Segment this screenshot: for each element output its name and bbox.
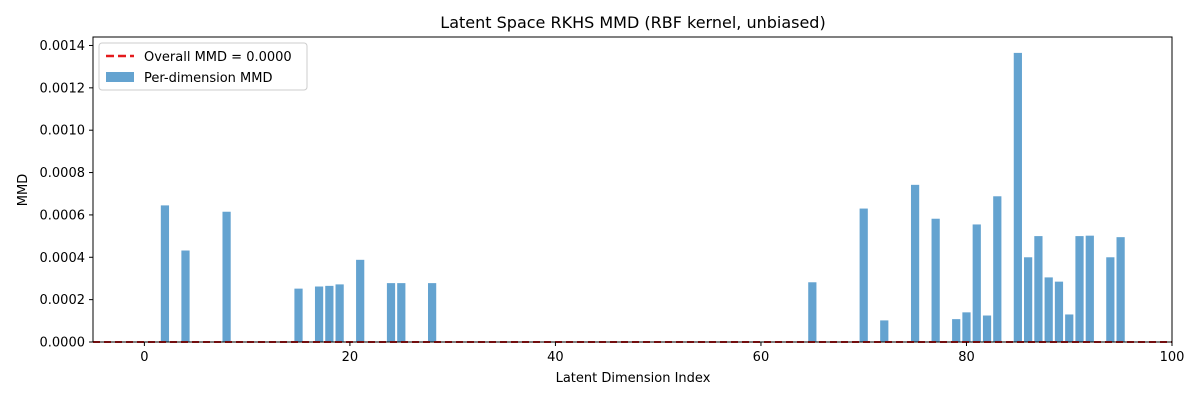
bar-dim-80 bbox=[962, 312, 971, 342]
bar-dim-77 bbox=[931, 218, 940, 342]
y-tick-label: 0.0008 bbox=[40, 166, 86, 181]
bar-dim-79 bbox=[952, 319, 961, 343]
bar-dim-65 bbox=[808, 282, 817, 342]
y-tick-label: 0.0006 bbox=[40, 208, 86, 223]
x-tick-label: 40 bbox=[547, 350, 564, 365]
bar-dim-87 bbox=[1034, 236, 1043, 342]
y-tick-label: 0.0014 bbox=[40, 39, 86, 54]
x-tick-label: 60 bbox=[753, 350, 770, 365]
bar-dim-4 bbox=[181, 250, 190, 342]
bar-dim-21 bbox=[356, 259, 365, 342]
x-tick-label: 0 bbox=[140, 350, 148, 365]
legend-frame bbox=[98, 42, 308, 91]
bar-dim-88 bbox=[1044, 277, 1053, 342]
bar-dim-19 bbox=[335, 284, 344, 342]
bar-dim-81 bbox=[972, 224, 981, 342]
y-tick-label: 0.0012 bbox=[40, 81, 86, 96]
chart-title: Latent Space RKHS MMD (RBF kernel, unbia… bbox=[440, 13, 825, 32]
bar-dim-89 bbox=[1054, 281, 1064, 342]
x-tick-label: 80 bbox=[958, 350, 975, 365]
y-tick-label: 0.0010 bbox=[40, 124, 86, 139]
legend-swatch-per-dimension-mmd bbox=[106, 72, 134, 82]
bar-dim-18 bbox=[325, 285, 334, 342]
x-axis-label: Latent Dimension Index bbox=[556, 371, 711, 386]
bar-dim-75 bbox=[910, 184, 920, 342]
bar-dim-24 bbox=[386, 283, 396, 342]
bar-dim-90 bbox=[1065, 314, 1074, 342]
legend-label-overall-mmd: Overall MMD = 0.0000 bbox=[144, 50, 292, 65]
x-tick-label: 100 bbox=[1160, 350, 1185, 365]
x-tick-label: 20 bbox=[342, 350, 359, 365]
bar-dim-85 bbox=[1013, 52, 1022, 342]
y-tick-label: 0.0004 bbox=[40, 251, 86, 266]
bar-dim-70 bbox=[859, 208, 868, 342]
bar-dim-25 bbox=[397, 283, 406, 342]
plot-frame bbox=[92, 36, 1173, 343]
bar-dim-15 bbox=[294, 288, 303, 343]
bar-dim-83 bbox=[993, 196, 1002, 342]
y-tick-label: 0.0000 bbox=[40, 336, 86, 351]
bar-dim-8 bbox=[222, 211, 231, 342]
y-axis-label: MMD bbox=[16, 174, 31, 206]
bar-dim-17 bbox=[314, 286, 324, 342]
bars-group bbox=[160, 52, 1125, 343]
y-tick-label: 0.0002 bbox=[40, 293, 86, 308]
bar-dim-94 bbox=[1106, 257, 1115, 342]
bar-dim-72 bbox=[880, 320, 889, 342]
bar-dim-28 bbox=[428, 283, 437, 342]
bar-dim-82 bbox=[982, 315, 992, 342]
bar-dim-86 bbox=[1024, 257, 1033, 342]
y-axis-ticks: 0.0000 0.0002 0.0004 0.0006 0.0008 0.0010 0.00… bbox=[40, 39, 93, 351]
legend-label-per-dimension-mmd: Per-dimension MMD bbox=[144, 71, 273, 86]
bar-dim-95 bbox=[1116, 237, 1125, 342]
legend: Overall MMD = 0.0000 Per-dimension MMD bbox=[98, 42, 308, 91]
bar-dim-2 bbox=[160, 205, 170, 342]
bar-dim-92 bbox=[1085, 235, 1094, 342]
bar-dim-91 bbox=[1075, 236, 1084, 342]
x-axis-ticks: 0 20 40 60 80 100 bbox=[140, 342, 1184, 365]
